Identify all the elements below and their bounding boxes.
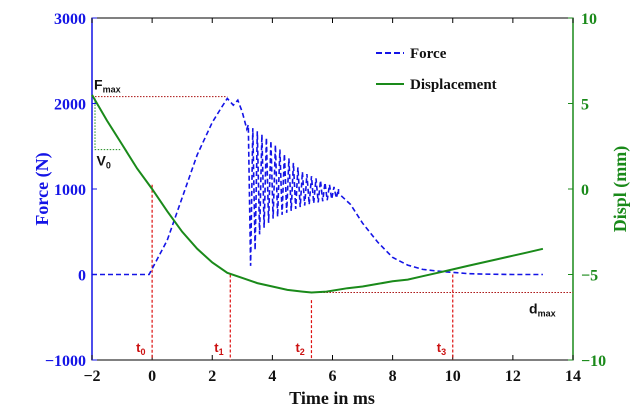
- legend: Force Displacement: [364, 36, 528, 100]
- right-tick-label: 5: [581, 97, 589, 114]
- left-tick-label: 0: [78, 268, 86, 285]
- x-tick-label: 8: [389, 368, 397, 385]
- y-axis-label-left: Force (N): [32, 152, 53, 225]
- right-tick-label: 0: [581, 182, 589, 199]
- x-tick-label: 10: [445, 368, 461, 385]
- series-force-line: [92, 97, 543, 276]
- series-layer: [91, 94, 544, 294]
- x-tick-label: −2: [83, 368, 100, 385]
- x-tick-label: 12: [505, 368, 521, 385]
- legend-force-label: Force: [410, 46, 447, 62]
- v0-slope-indicator: [94, 98, 121, 151]
- right-tick-label: −5: [581, 268, 598, 285]
- x-tick-label: 4: [268, 368, 276, 385]
- x-tick-label: 6: [329, 368, 337, 385]
- x-tick-label: 2: [208, 368, 216, 385]
- time-marker-label: t2: [295, 340, 304, 357]
- left-ticks: −1000 0 1000 2000 3000: [45, 11, 97, 370]
- left-tick-label: 3000: [54, 11, 86, 28]
- time-marker-label: t3: [437, 340, 446, 357]
- legend-box: [364, 36, 528, 100]
- time-marker-label: t0: [136, 340, 145, 357]
- right-tick-label: −10: [581, 353, 606, 370]
- left-tick-label: 2000: [54, 97, 86, 114]
- right-tick-label: 10: [581, 11, 597, 28]
- series-displacement-line: [91, 94, 544, 294]
- x-axis-label: Time in ms: [289, 388, 375, 408]
- y-axis-label-right: Displ (mm): [610, 146, 631, 233]
- v0-label: V0: [97, 153, 111, 171]
- legend-displacement-label: Displacement: [410, 77, 497, 93]
- x-ticks: −2 0 2 4 6 8 10 12 14: [83, 18, 581, 385]
- time-marker-label: t1: [214, 340, 223, 357]
- x-tick-label: 14: [565, 368, 581, 385]
- annotation-lines: [92, 96, 573, 360]
- x-tick-label: 0: [148, 368, 156, 385]
- left-tick-label: 1000: [54, 182, 86, 199]
- dmax-label: dmax: [529, 300, 556, 318]
- annotation-labels: Fmax V0 dmax t0 t1 t2 t3: [94, 77, 556, 357]
- fmax-label: Fmax: [94, 77, 121, 95]
- left-tick-label: −1000: [45, 353, 86, 370]
- right-ticks: −10 −5 0 5 10: [568, 11, 606, 370]
